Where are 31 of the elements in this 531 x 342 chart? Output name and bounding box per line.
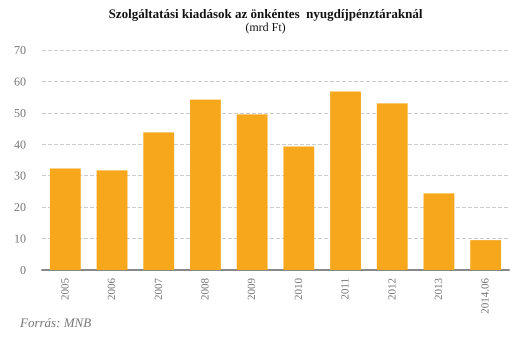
bar	[96, 170, 128, 270]
bar	[143, 132, 174, 270]
x-tick-label: 2013	[432, 278, 445, 300]
y-tick-label: 30	[14, 168, 26, 183]
bar	[190, 100, 221, 270]
x-tick-label: 2006	[106, 278, 118, 300]
bar	[283, 146, 314, 270]
text: Forrás: MNB	[19, 315, 92, 330]
bar	[424, 193, 454, 270]
x-tick-label: 2009	[246, 278, 258, 300]
bar	[470, 240, 502, 270]
bar	[236, 114, 268, 270]
y-tick-label: 40	[14, 137, 26, 152]
y-tick-label: 0	[20, 263, 26, 277]
y-tick-label: 50	[14, 106, 26, 120]
x-tick-label: 2014.06	[480, 278, 492, 314]
x-tick-label: 2005	[59, 278, 72, 300]
y-tick-label: 20	[14, 200, 26, 214]
y-tick-label: 10	[14, 232, 26, 246]
bar	[376, 103, 408, 270]
bar	[330, 91, 361, 270]
x-tick-label: 2011	[340, 278, 352, 300]
y-tick-label: 60	[14, 74, 26, 88]
x-tick-label: 2007	[152, 278, 165, 300]
bar	[50, 168, 81, 270]
y-tick-label: 70	[14, 43, 26, 57]
chart-title: Szolgáltatási kiadások az önkéntes nyugdíjpénztáraknál	[108, 6, 423, 21]
x-tick-label: 2012	[386, 278, 398, 300]
x-tick-label: 2010	[292, 278, 305, 300]
chart-subtitle: (mrd Ft)	[245, 20, 286, 34]
x-tick-label: 2008	[199, 278, 212, 300]
